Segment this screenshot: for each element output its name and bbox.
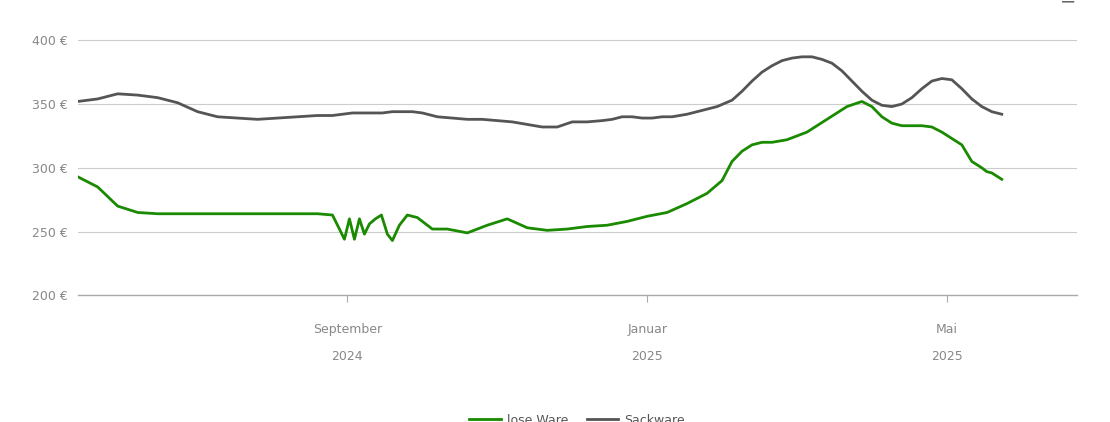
Text: ≡: ≡ — [1060, 0, 1077, 7]
Text: 2024: 2024 — [332, 350, 363, 363]
Text: September: September — [313, 323, 382, 336]
Text: 2025: 2025 — [931, 350, 962, 363]
Text: Januar: Januar — [627, 323, 667, 336]
Text: 2025: 2025 — [632, 350, 663, 363]
Text: Mai: Mai — [936, 323, 958, 336]
Legend: lose Ware, Sackware: lose Ware, Sackware — [464, 409, 690, 422]
